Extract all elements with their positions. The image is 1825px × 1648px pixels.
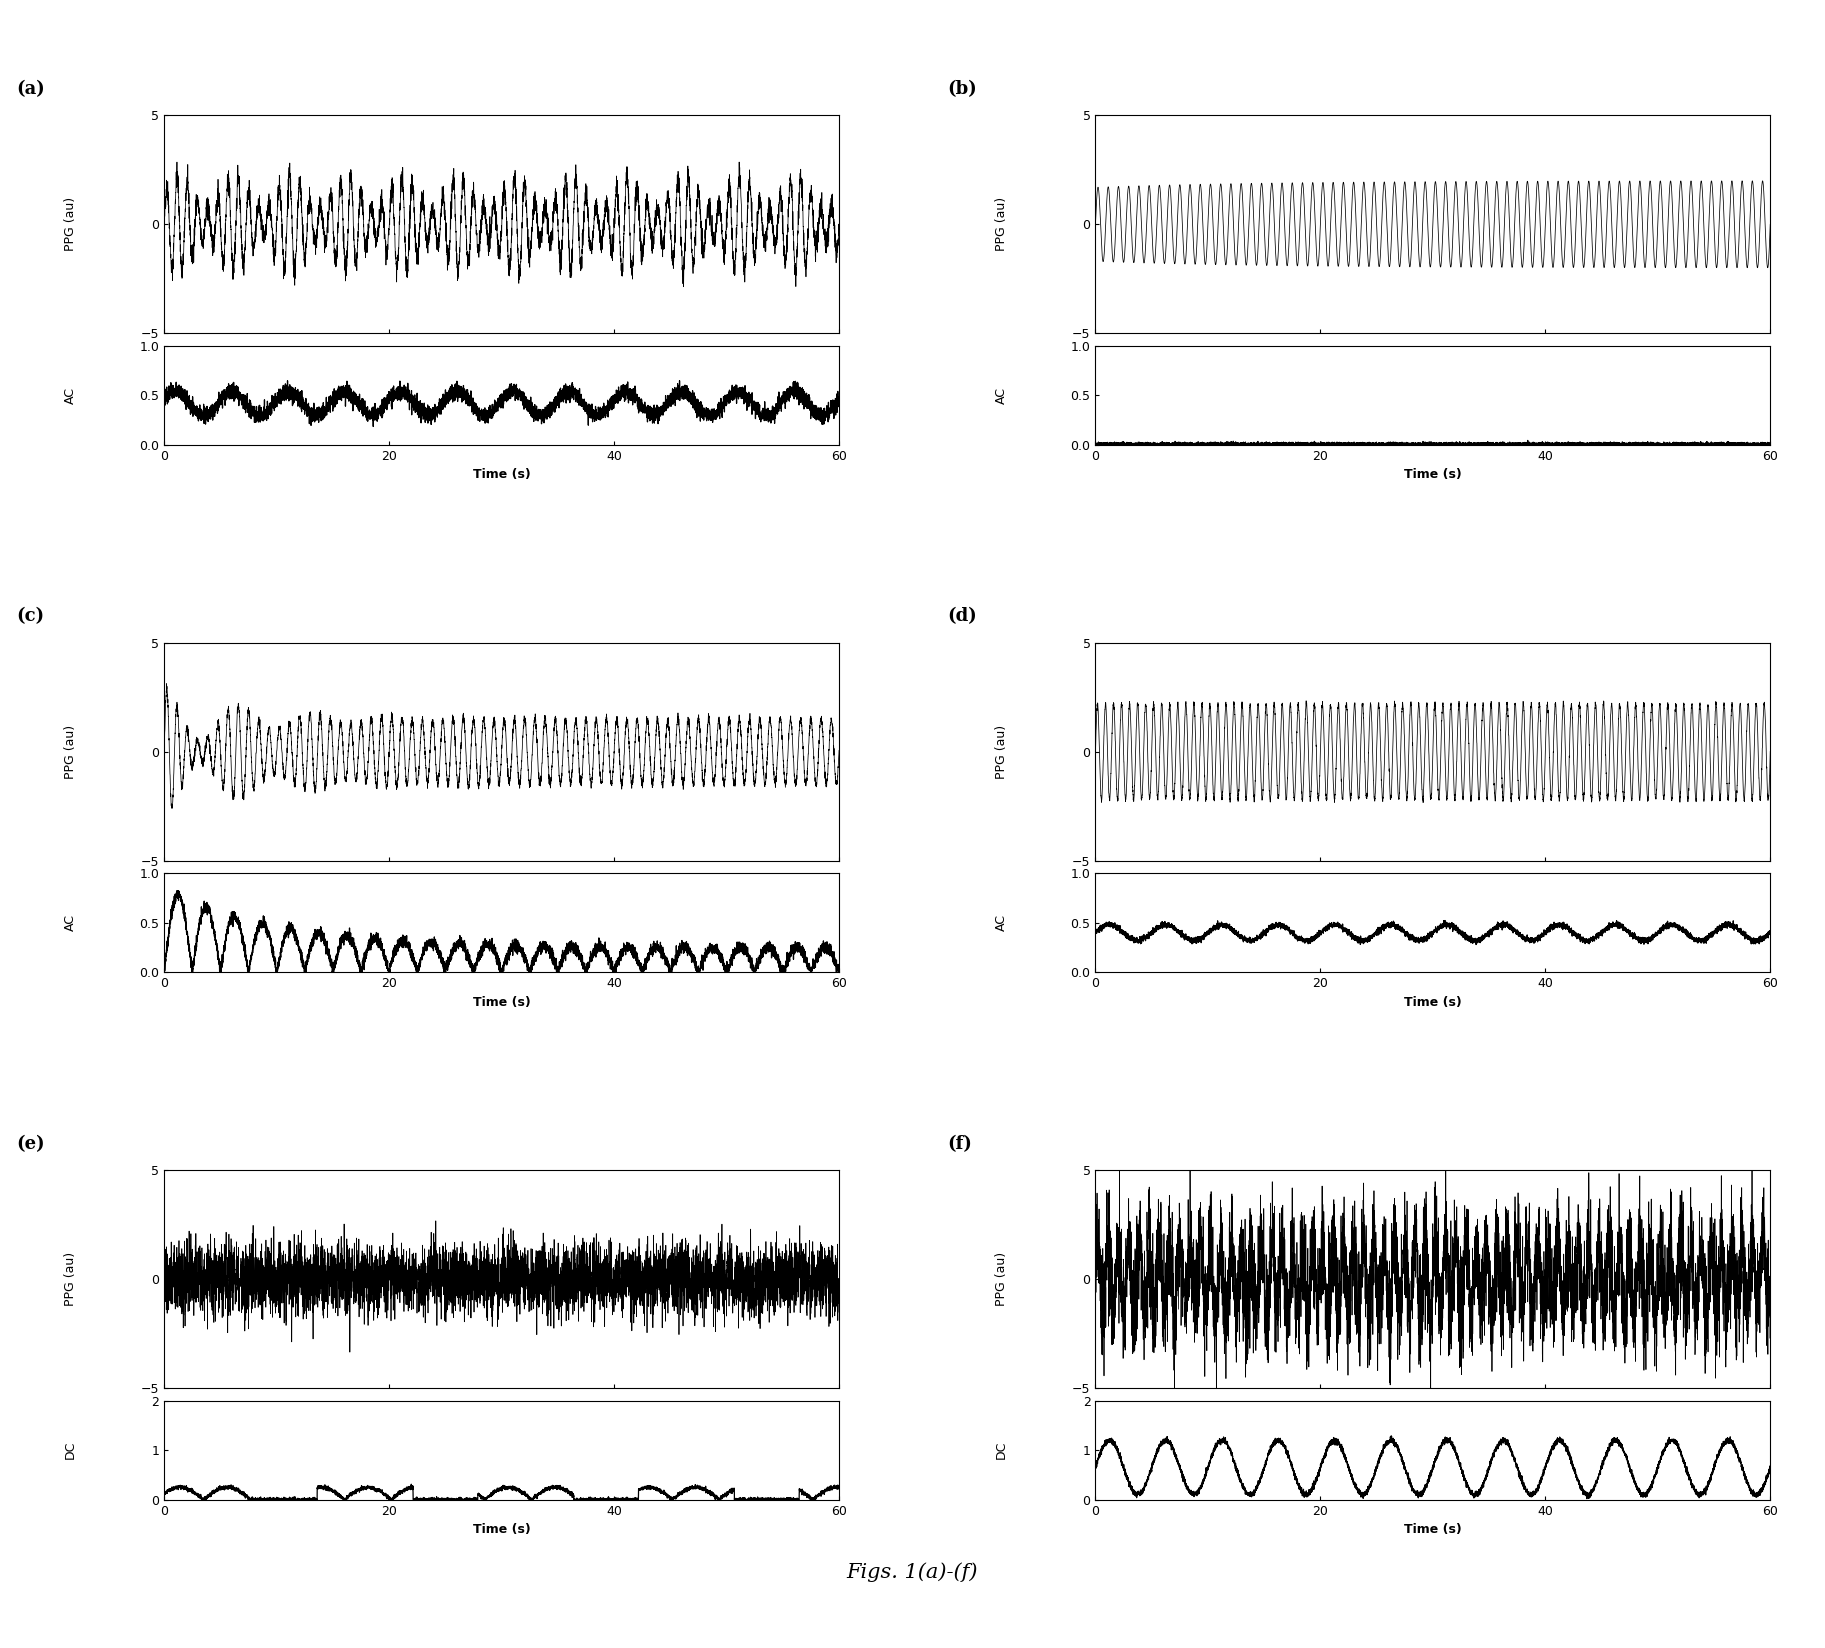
Y-axis label: AC: AC [64, 387, 77, 404]
Y-axis label: AC: AC [995, 387, 1007, 404]
Text: Figs. 1(a)-(f): Figs. 1(a)-(f) [847, 1562, 978, 1582]
Y-axis label: PPG (au): PPG (au) [64, 1252, 77, 1307]
X-axis label: Time (s): Time (s) [1403, 1523, 1462, 1536]
X-axis label: Time (s): Time (s) [473, 1523, 531, 1536]
Y-axis label: PPG (au): PPG (au) [64, 725, 77, 780]
Y-axis label: PPG (au): PPG (au) [995, 1252, 1007, 1307]
X-axis label: Time (s): Time (s) [1403, 468, 1462, 481]
Y-axis label: DC: DC [995, 1440, 1007, 1460]
X-axis label: Time (s): Time (s) [473, 995, 531, 1009]
Y-axis label: PPG (au): PPG (au) [995, 725, 1007, 780]
Text: (a): (a) [16, 81, 44, 97]
Y-axis label: PPG (au): PPG (au) [64, 198, 77, 252]
X-axis label: Time (s): Time (s) [1403, 995, 1462, 1009]
Y-axis label: PPG (au): PPG (au) [995, 198, 1007, 252]
Text: (e): (e) [16, 1135, 44, 1152]
Text: (d): (d) [947, 608, 976, 625]
Y-axis label: DC: DC [64, 1440, 77, 1460]
Y-axis label: AC: AC [64, 915, 77, 931]
X-axis label: Time (s): Time (s) [473, 468, 531, 481]
Y-axis label: AC: AC [995, 915, 1007, 931]
Text: (f): (f) [947, 1135, 973, 1152]
Text: (c): (c) [16, 608, 44, 625]
Text: (b): (b) [947, 81, 976, 97]
